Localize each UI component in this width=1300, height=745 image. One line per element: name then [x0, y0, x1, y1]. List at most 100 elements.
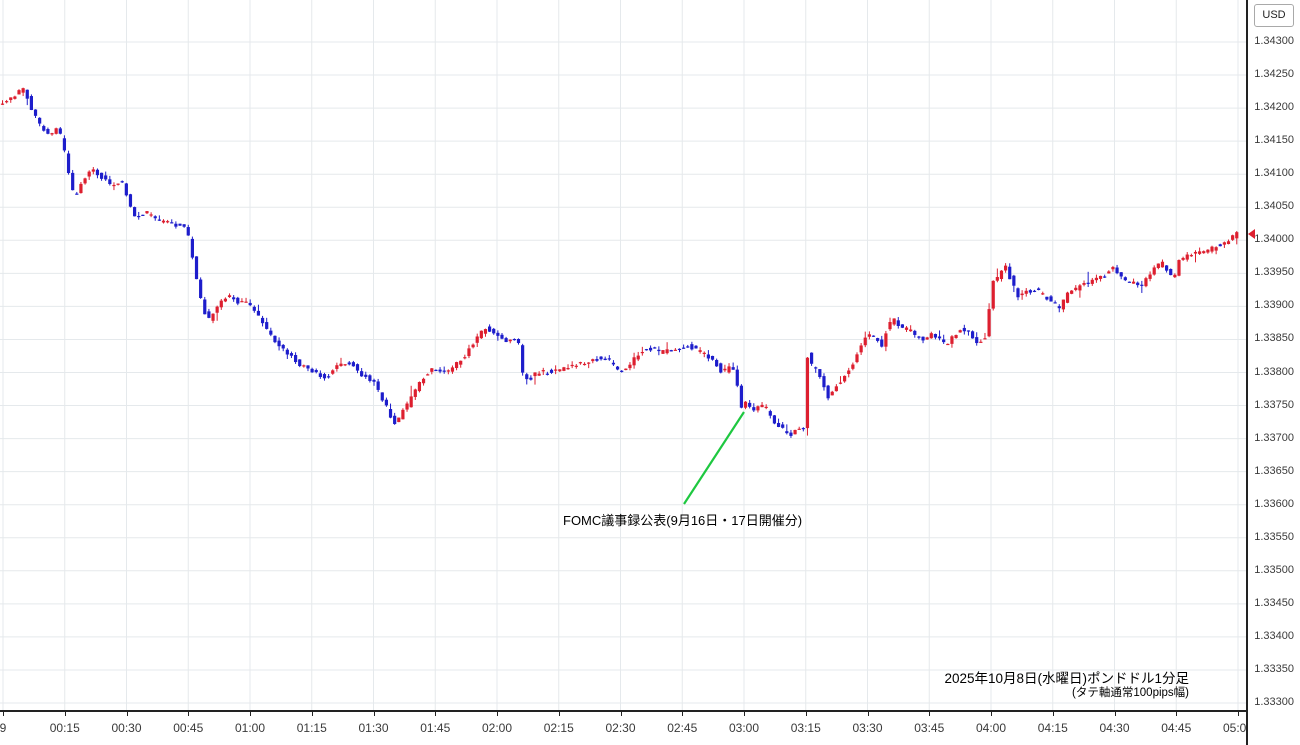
candle — [401, 409, 405, 420]
time-tick-mark — [250, 712, 251, 716]
candle — [223, 298, 228, 302]
candle — [132, 207, 137, 217]
candle — [33, 109, 38, 116]
price-tick-label: 1.33600 — [1254, 497, 1294, 510]
candle — [397, 417, 401, 423]
candle — [946, 343, 950, 346]
candle — [1140, 284, 1144, 286]
price-tick-label: 1.34100 — [1254, 167, 1294, 180]
time-tick-label: 03:00 — [728, 721, 760, 735]
candle — [1177, 260, 1181, 276]
candle — [475, 336, 479, 343]
candle — [364, 374, 368, 377]
candle — [698, 350, 702, 352]
candle — [215, 306, 219, 313]
candle — [413, 389, 417, 397]
candle — [343, 364, 347, 366]
candle — [166, 221, 170, 223]
candle — [607, 358, 611, 360]
candle — [170, 222, 174, 224]
time-tick-mark — [64, 712, 66, 716]
price-tick-label: 1.33750 — [1254, 398, 1294, 411]
candle — [888, 322, 892, 330]
candle — [211, 313, 215, 321]
candle — [83, 178, 87, 184]
candle — [768, 411, 772, 416]
candle — [137, 215, 141, 218]
candle — [112, 184, 116, 187]
time-tick-mark — [435, 712, 437, 716]
candle — [537, 373, 541, 376]
candle — [496, 332, 500, 336]
candle — [393, 415, 397, 424]
candle — [471, 344, 475, 348]
candle — [554, 369, 558, 371]
candle — [814, 367, 818, 369]
price-tick-label: 1.33500 — [1254, 563, 1294, 576]
time-tick-label: 02:00 — [481, 721, 513, 735]
candle — [252, 306, 256, 311]
candle — [958, 330, 962, 333]
candle — [1090, 279, 1094, 284]
candle — [1111, 267, 1115, 270]
candle — [541, 370, 545, 372]
candle — [1127, 281, 1132, 283]
candle — [615, 366, 620, 370]
candle — [240, 301, 244, 303]
candle — [727, 366, 731, 373]
candle — [760, 404, 764, 408]
chart-plot-area[interactable]: FOMC議事録公表(9月16日・17日開催分) 2025年10月8日(水曜日)ポ… — [0, 0, 1246, 710]
candle — [9, 97, 13, 101]
candle — [570, 364, 574, 367]
candle — [624, 368, 628, 371]
price-tick-label: 1.33350 — [1254, 662, 1294, 675]
candle — [50, 133, 54, 135]
candle — [562, 367, 566, 371]
candle — [904, 327, 909, 330]
candle — [190, 238, 194, 258]
candle — [388, 409, 393, 418]
candle — [327, 376, 331, 378]
candle — [426, 374, 430, 376]
time-tick-mark — [991, 712, 992, 716]
candle — [896, 320, 900, 326]
candle — [1008, 266, 1012, 280]
candle — [116, 183, 120, 185]
candle — [442, 370, 446, 372]
candle — [719, 363, 723, 373]
candle — [277, 340, 281, 347]
candle — [900, 324, 905, 328]
candle — [1107, 271, 1111, 274]
time-tick-mark — [126, 712, 128, 716]
candle — [595, 359, 599, 361]
candle — [380, 392, 384, 401]
candle — [21, 88, 25, 93]
time-tick-mark — [1176, 712, 1178, 716]
candle — [521, 345, 525, 373]
time-axis: 9 00:15 00:30 00:45 01:00 01:15 01:30 01:45 02:0… — [0, 710, 1246, 745]
candle — [351, 362, 355, 367]
candle — [867, 334, 871, 337]
price-tick-label: 1.33450 — [1254, 596, 1294, 609]
candle — [838, 382, 843, 384]
candle — [611, 362, 616, 365]
candle — [644, 349, 649, 351]
candle — [830, 391, 834, 396]
candle — [1231, 235, 1235, 240]
candle — [962, 327, 966, 332]
candle — [1131, 281, 1136, 284]
candle — [648, 347, 653, 351]
candle — [1202, 251, 1206, 254]
candle — [120, 181, 124, 183]
candle — [145, 211, 149, 214]
currency-badge[interactable]: USD — [1254, 4, 1294, 27]
candle — [979, 341, 983, 343]
candle — [265, 322, 269, 329]
candle — [917, 336, 921, 338]
candle — [450, 367, 455, 372]
price-tick-label: 1.33400 — [1254, 629, 1294, 642]
candle — [314, 370, 318, 373]
candle — [463, 357, 467, 359]
candlestick-chart[interactable] — [0, 0, 1246, 710]
candle — [293, 355, 298, 363]
